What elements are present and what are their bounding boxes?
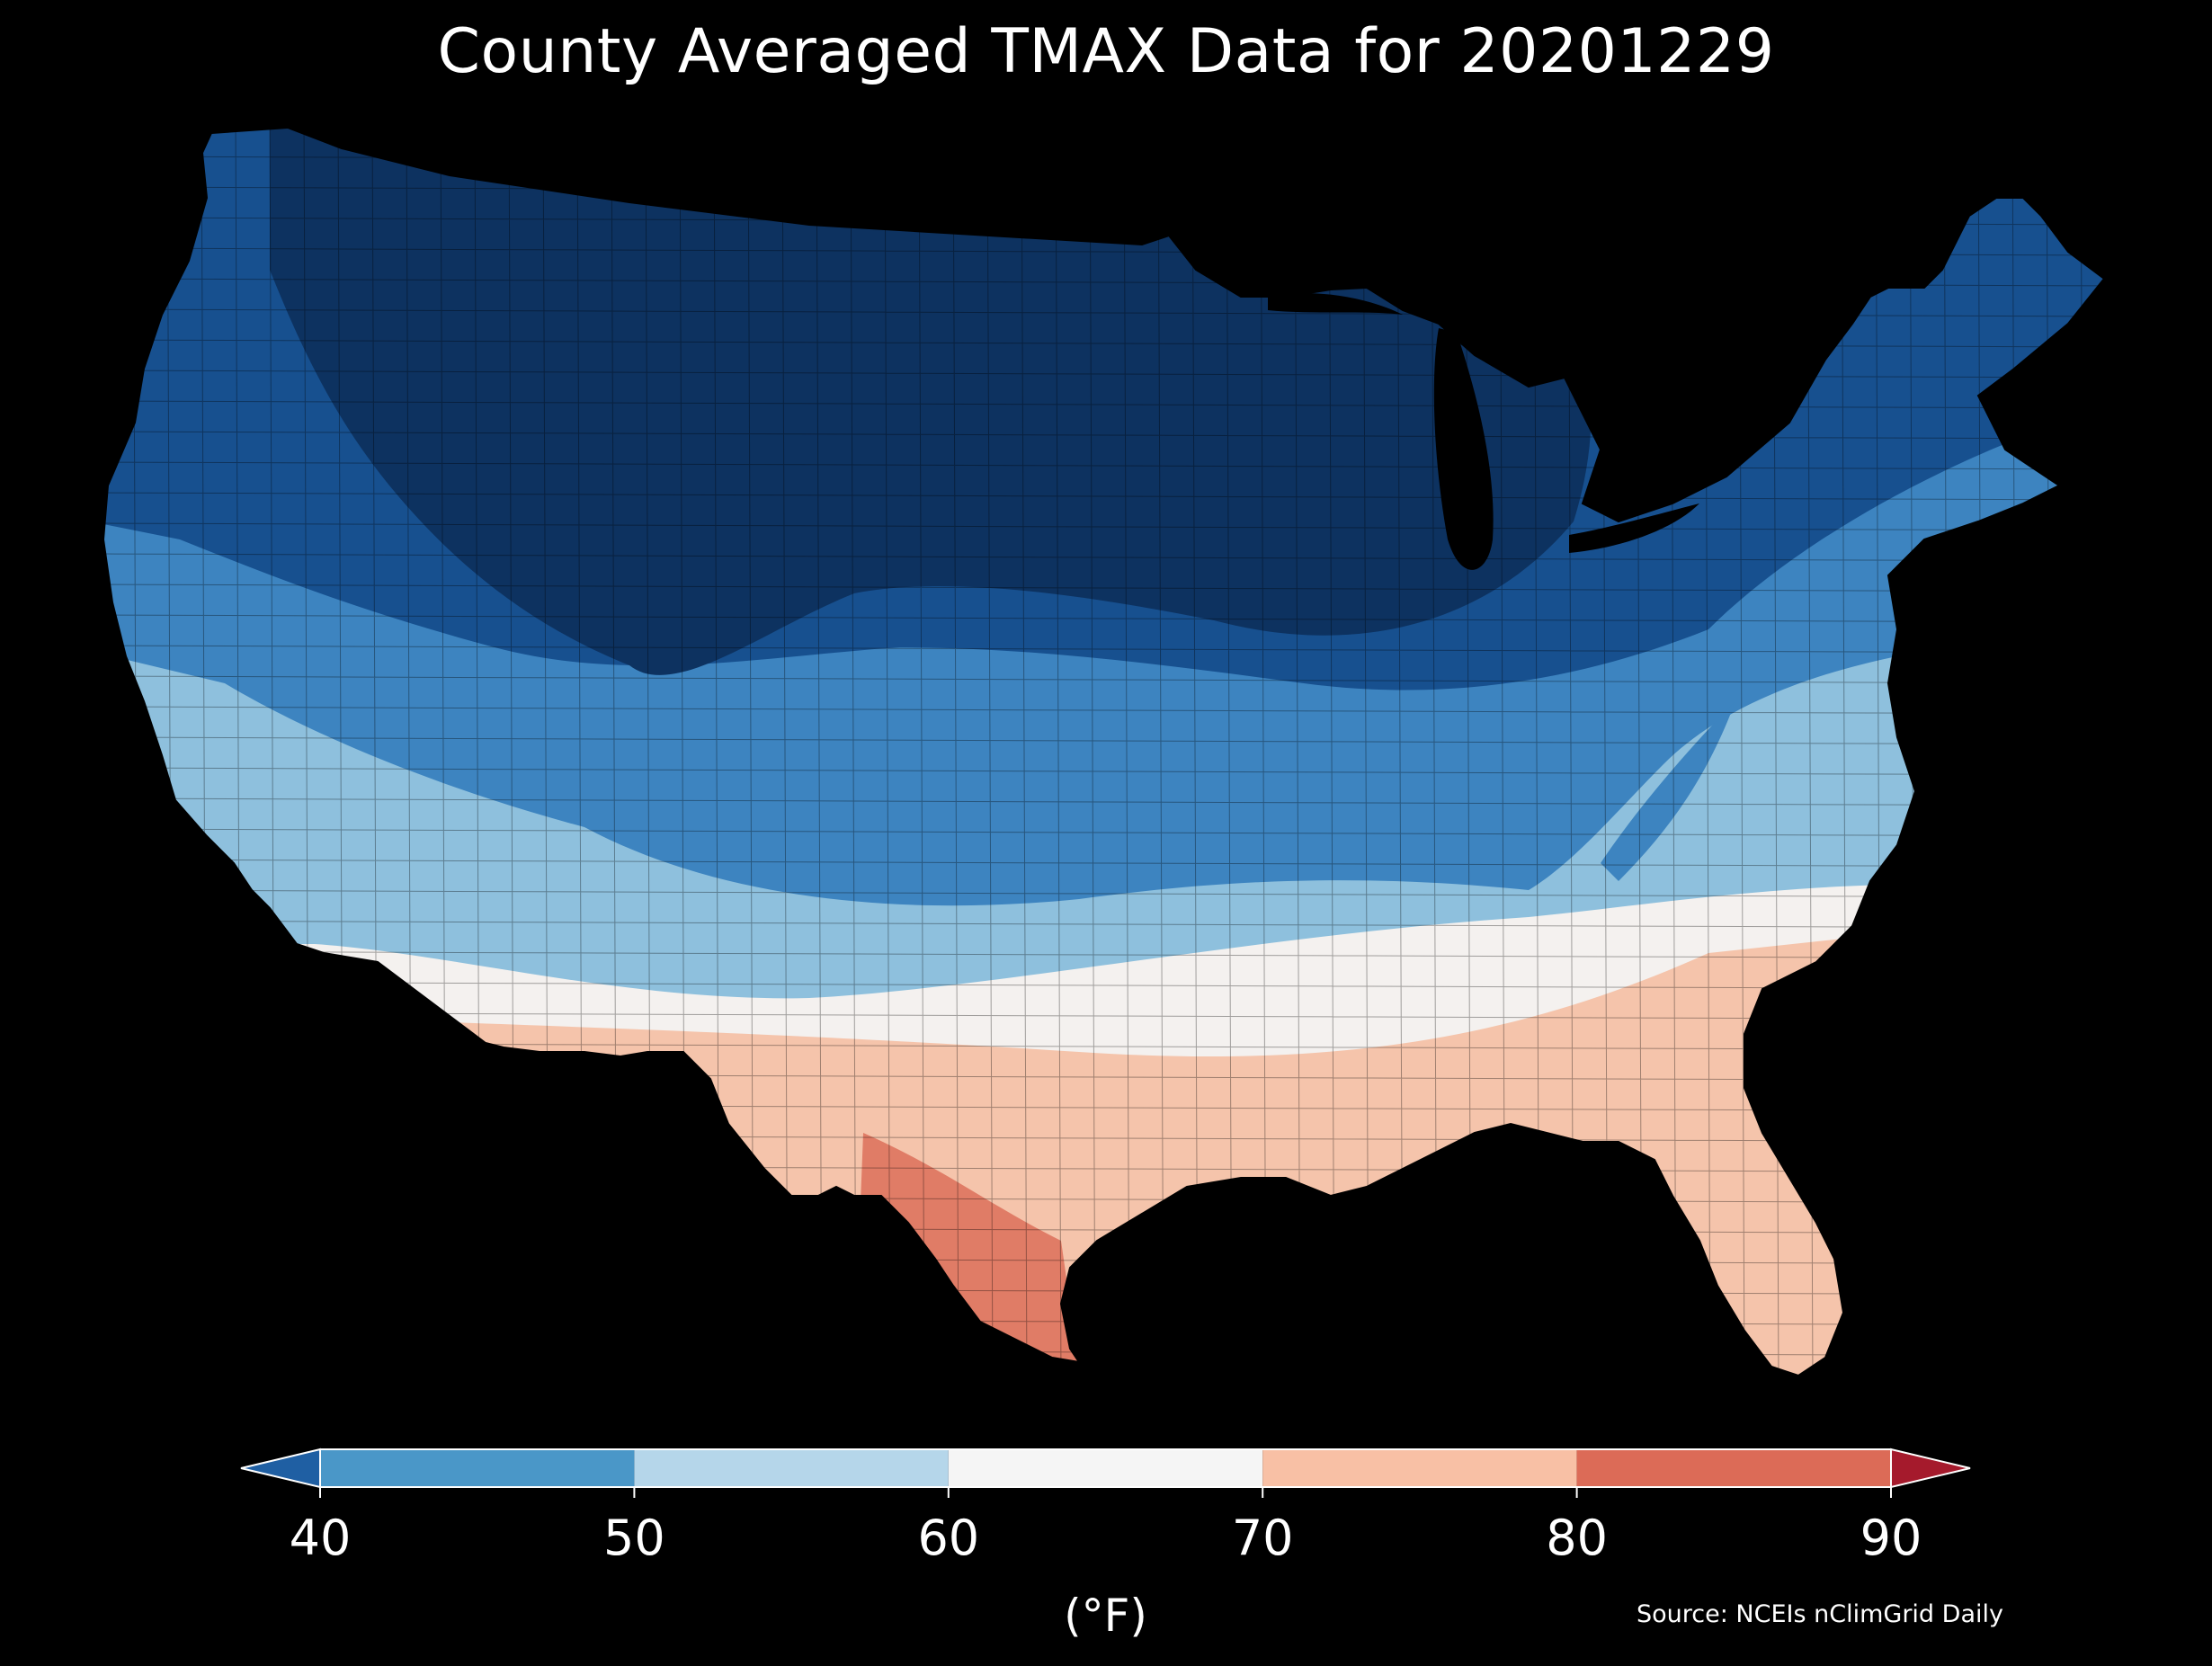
- colorbar-bin-4: [1576, 1449, 1891, 1487]
- colorbar-tick-label: 50: [603, 1510, 665, 1566]
- colorbar-bin-1: [634, 1449, 949, 1487]
- source-credit: Source: NCEIs nClimGrid Daily: [1637, 1600, 2003, 1628]
- colorbar-tick-label: 90: [1860, 1510, 1922, 1566]
- colorbar-tick-label: 40: [290, 1510, 352, 1566]
- lake-michigan: [1433, 328, 1494, 570]
- colorbar-bin-2: [948, 1449, 1263, 1487]
- colorbar-unit-label: (°F): [1064, 1590, 1147, 1642]
- page-title: County Averaged TMAX Data for 20201229: [437, 16, 1775, 87]
- colorbar-over-arrow: [1890, 1448, 1971, 1489]
- appalachian-cool-band: [1601, 701, 1735, 881]
- colorbar-tick-label: 80: [1546, 1510, 1608, 1566]
- lake-erie: [1569, 503, 1699, 553]
- colorbar-tick-label: 70: [1232, 1510, 1294, 1566]
- colorbar-frame: [319, 1448, 1892, 1488]
- colorbar-bin-3: [1262, 1449, 1577, 1487]
- colorbar: 40 50 60 70 80 90 (°F): [240, 1448, 1971, 1642]
- colorbar-tick-label: 60: [917, 1510, 979, 1566]
- colorbar-bin-0: [320, 1449, 635, 1487]
- colorbar-under-arrow: [240, 1448, 321, 1489]
- lake-superior: [1268, 293, 1403, 315]
